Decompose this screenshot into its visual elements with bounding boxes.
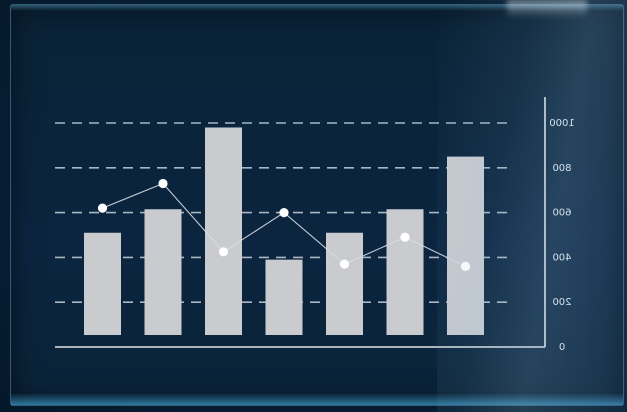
line-point-7 [460, 261, 471, 271]
bar-series [84, 127, 484, 335]
frame-top-glow [11, 5, 623, 11]
bar-4 [265, 259, 303, 335]
line-point-4 [279, 208, 289, 218]
frame-bottom-glow [11, 393, 623, 405]
line-point-2 [158, 178, 168, 189]
bar-2 [144, 209, 182, 335]
y-tick-label-0: 0 [559, 342, 565, 353]
glass-highlight [507, 0, 587, 18]
y-tick-label-1000: 1000 [549, 118, 574, 129]
line-points [97, 178, 471, 271]
line-point-3 [218, 247, 229, 257]
bar-3 [205, 127, 242, 335]
bar-1 [84, 232, 121, 335]
bar-6 [386, 209, 424, 335]
axes [55, 97, 546, 348]
y-tick-label-400: 400 [552, 252, 571, 263]
bar-7 [447, 156, 484, 335]
y-tick-label-800: 800 [552, 163, 571, 174]
y-tick-label-600: 600 [552, 208, 571, 219]
y-tick-labels: 0 200 400 600 800 1000 [549, 118, 574, 353]
line-point-1 [97, 203, 108, 213]
line-point-5 [339, 259, 350, 269]
display-frame [10, 4, 624, 406]
line-point-6 [400, 232, 410, 242]
y-tick-label-200: 200 [552, 297, 571, 308]
bar-5 [326, 232, 363, 335]
